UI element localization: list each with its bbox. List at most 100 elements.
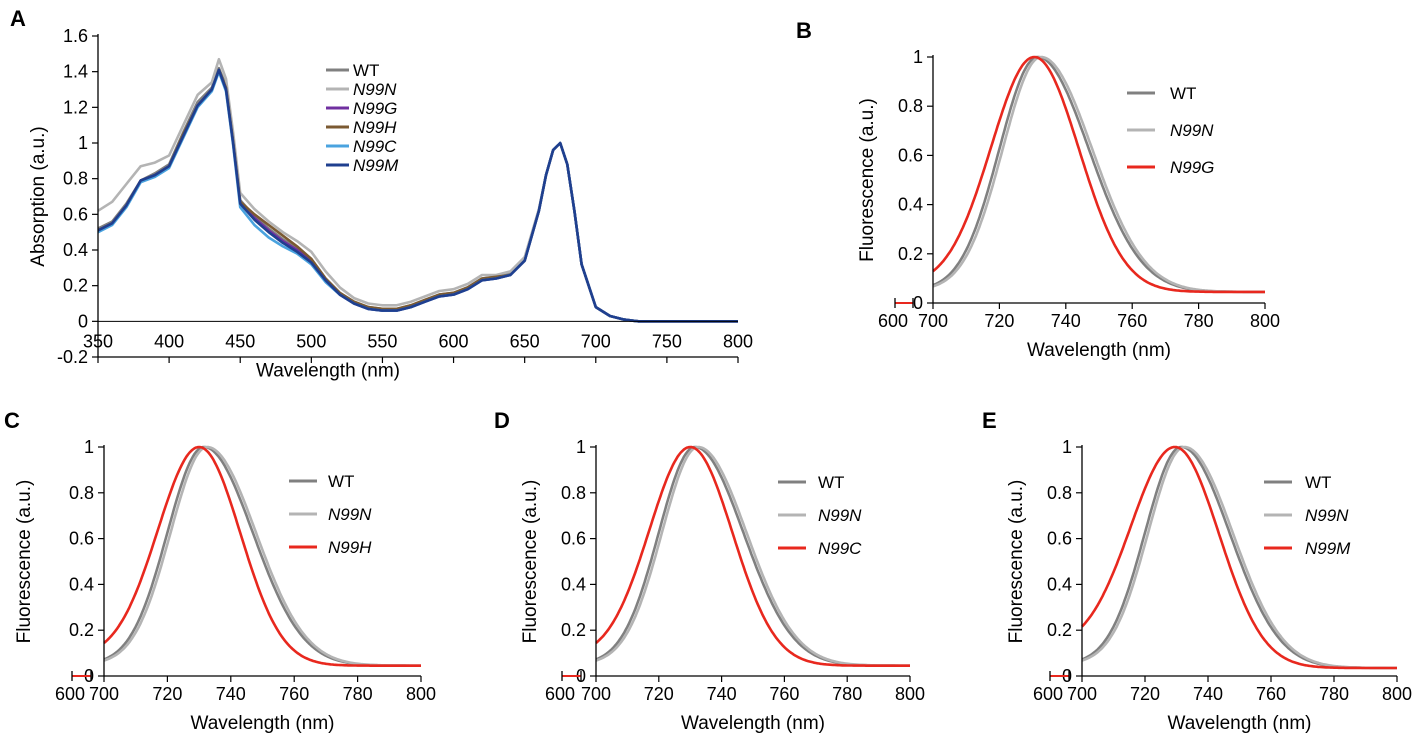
legend-label: N99N — [328, 505, 372, 524]
x-tick-label: 350 — [83, 331, 113, 351]
legend-label: WT — [353, 61, 379, 80]
y-tick-label: 0.8 — [561, 483, 586, 503]
x-tick-label: 800 — [895, 684, 925, 704]
x-tick-label: 700 — [581, 684, 611, 704]
y-axis-title: Fluorescence (a.u.) — [520, 480, 541, 644]
series-group — [103, 445, 421, 667]
legend-label: N99N — [1170, 121, 1214, 140]
series-group — [932, 55, 1265, 294]
panel-letter: C — [4, 408, 20, 433]
series-line-n99n — [97, 57, 738, 323]
x-tick-label: 740 — [216, 684, 246, 704]
y-tick-label: 0.2 — [561, 620, 586, 640]
panel-letter: D — [494, 408, 510, 433]
y-tick-label: 0.2 — [1047, 620, 1072, 640]
y-tick-label: -0.2 — [57, 347, 88, 367]
legend-label: N99C — [353, 137, 397, 156]
legend-label: N99N — [1305, 506, 1349, 525]
panel-letter: E — [982, 408, 997, 433]
x-tick-label: 780 — [1184, 311, 1214, 331]
legend-item: N99N — [1127, 121, 1214, 140]
x-tick-label: 780 — [1319, 684, 1349, 704]
x-tick-label: 720 — [984, 311, 1014, 331]
legend: WT N99N N99M — [1264, 473, 1351, 558]
x-tick-label: 450 — [225, 331, 255, 351]
panel-d: D70072074076078080000.20.40.60.81600Wave… — [494, 408, 925, 734]
y-axis-title: Fluorescence (a.u.) — [1006, 480, 1027, 644]
legend: WT N99N N99H — [289, 472, 372, 557]
x-tick-label: 400 — [154, 331, 184, 351]
x-tick-label: 750 — [652, 331, 682, 351]
x-break-label: 600 — [1033, 684, 1063, 704]
y-tick-label: 0.4 — [561, 574, 586, 594]
x-tick-label: 800 — [406, 684, 436, 704]
legend-label: N99N — [818, 506, 862, 525]
legend-label: N99M — [353, 156, 399, 175]
x-tick-label: 740 — [1051, 311, 1081, 331]
legend-item: WT — [326, 61, 379, 80]
legend-item: N99M — [326, 156, 399, 175]
x-tick-label: 700 — [918, 311, 948, 331]
x-tick-label: 800 — [1250, 311, 1280, 331]
x-tick-label: 550 — [367, 331, 397, 351]
x-tick-label: 760 — [769, 684, 799, 704]
series-line-n99g — [932, 55, 1265, 294]
x-tick-label: 720 — [644, 684, 674, 704]
legend-label: N99H — [353, 118, 397, 137]
series-line-wt — [97, 66, 738, 323]
x-tick-label: 720 — [1130, 684, 1160, 704]
y-tick-label: 0.6 — [561, 529, 586, 549]
x-tick-label: 760 — [1117, 311, 1147, 331]
panel-a: A 350 400 450 500 550 600 650 700 750 800 -0.2 0 0.2 0… — [10, 6, 753, 381]
y-tick-label: 0.6 — [69, 529, 94, 549]
legend-item: WT — [778, 473, 844, 492]
series-group — [97, 57, 738, 323]
y-axis-title: Absorption (a.u.) — [28, 126, 49, 266]
legend-item: WT — [1264, 473, 1331, 492]
y-tick-label: 0.8 — [1047, 483, 1072, 503]
y-tick-label: 1 — [576, 437, 586, 457]
x-tick-label: 760 — [279, 684, 309, 704]
y-tick-label: 0.6 — [1047, 529, 1072, 549]
legend-label: N99G — [1170, 158, 1214, 177]
panel-b: B 700 720 740 760 780 800 0 0.2 0.4 0.6 0.8 1 600 Wave… — [796, 18, 1280, 361]
y-tick-label: 0.4 — [898, 195, 923, 215]
y-tick-label: 1 — [78, 133, 88, 153]
y-tick-label: 1 — [1062, 437, 1072, 457]
legend-item: N99M — [1264, 539, 1351, 558]
x-tick-label: 600 — [439, 331, 469, 351]
x-axis-title: Wavelength (nm) — [681, 713, 825, 734]
x-tick-label: 780 — [343, 684, 373, 704]
x-tick-label: 780 — [832, 684, 862, 704]
legend-item: N99N — [778, 506, 862, 525]
series-group — [595, 445, 910, 667]
x-tick-label: 650 — [510, 331, 540, 351]
x-tick-label: 740 — [1193, 684, 1223, 704]
y-tick-label: 1.2 — [63, 97, 88, 117]
x-tick-label: 700 — [581, 331, 611, 351]
y-tick-label: 0.2 — [69, 620, 94, 640]
series-line-wt — [595, 445, 910, 667]
legend-item: N99H — [289, 538, 372, 557]
y-tick-label: 1 — [84, 437, 94, 457]
legend-item: WT — [1127, 84, 1196, 103]
legend: WT N99N N99C — [778, 473, 862, 558]
series-line-n99c — [595, 445, 910, 667]
legend-item: N99N — [326, 80, 397, 99]
panel-letter: B — [796, 18, 812, 43]
legend-label: N99N — [353, 80, 397, 99]
x-axis-title: Wavelength (nm) — [1168, 713, 1312, 734]
legend-item: N99C — [778, 539, 862, 558]
legend-item: N99N — [289, 505, 372, 524]
legend-item: N99C — [326, 137, 397, 156]
x-tick-label: 700 — [1067, 684, 1097, 704]
y-tick-label: 0.6 — [898, 145, 923, 165]
y-tick-label: 0 — [913, 293, 923, 313]
y-axis-title: Fluorescence (a.u.) — [857, 98, 878, 262]
y-tick-label: 0.4 — [1047, 574, 1072, 594]
x-tick-label: 720 — [152, 684, 182, 704]
x-tick-label: 800 — [1382, 684, 1412, 704]
panel-letter: A — [10, 6, 26, 31]
